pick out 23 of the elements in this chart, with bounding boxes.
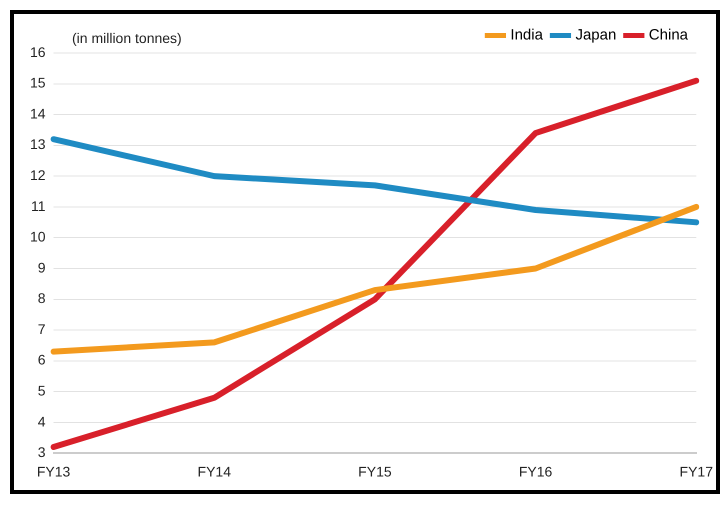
y-tick-label: 5 <box>38 382 46 398</box>
y-tick-label: 11 <box>31 198 46 214</box>
x-tick-label: FY13 <box>36 463 71 480</box>
y-tick-label: 6 <box>38 352 46 368</box>
y-tick-label: 13 <box>30 136 46 152</box>
y-tick-label: 3 <box>38 444 46 460</box>
legend-label: Japan <box>575 26 616 44</box>
y-tick-label: 12 <box>30 167 46 183</box>
x-tick-label: FY16 <box>518 463 553 480</box>
y-tick-label: 4 <box>38 413 46 430</box>
legend-label: China <box>648 26 689 44</box>
y-tick-label: 14 <box>30 105 46 122</box>
x-tick-label: FY14 <box>198 463 232 480</box>
y-tick-label: 7 <box>38 320 46 337</box>
y-tick-label: 8 <box>38 290 46 306</box>
y-axis-title: (in million tonnes) <box>72 30 182 46</box>
y-tick-label: 9 <box>38 259 46 276</box>
y-tick-label: 16 <box>30 44 46 60</box>
legend-label: India <box>510 26 544 44</box>
y-tick-label: 15 <box>30 74 46 91</box>
x-tick-label: FY15 <box>358 463 392 480</box>
x-tick-label: FY17 <box>680 463 714 480</box>
y-tick-label: 10 <box>30 228 46 245</box>
